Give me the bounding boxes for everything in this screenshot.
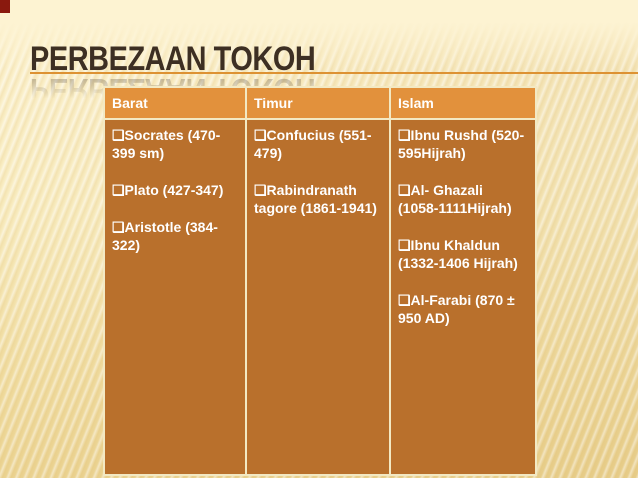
table-header-islam: Islam [391, 88, 535, 118]
table-cell-timur: ❑Confucius (551-479) ❑Rabindranath tagor… [247, 120, 389, 474]
comparison-table: Barat Timur Islam ❑Socrates (470-399 sm)… [103, 86, 537, 476]
page-title: PERBEZAAN TOKOH [30, 40, 316, 78]
table-header-barat: Barat [105, 88, 245, 118]
list-item: ❑Plato (427-347) [112, 182, 224, 198]
table-cell-barat: ❑Socrates (470-399 sm) ❑Plato (427-347) … [105, 120, 245, 474]
list-item: ❑Socrates (470-399 sm) [112, 127, 221, 161]
table-header-timur: Timur [247, 88, 389, 118]
list-item: ❑Al- Ghazali (1058-1111Hijrah) [398, 182, 512, 216]
list-item: ❑Al-Farabi (870 ± 950 AD) [398, 292, 515, 326]
corner-marker [0, 0, 10, 13]
list-item: ❑Rabindranath tagore (1861-1941) [254, 182, 377, 216]
list-item: ❑Confucius (551-479) [254, 127, 372, 161]
list-item: ❑Ibnu Rushd (520-595Hijrah) [398, 127, 525, 161]
title-underline [30, 72, 638, 74]
list-item: ❑Ibnu Khaldun (1332-1406 Hijrah) [398, 237, 518, 271]
table-cell-islam: ❑Ibnu Rushd (520-595Hijrah) ❑Al- Ghazali… [391, 120, 535, 474]
list-item: ❑Aristotle (384-322) [112, 219, 218, 253]
